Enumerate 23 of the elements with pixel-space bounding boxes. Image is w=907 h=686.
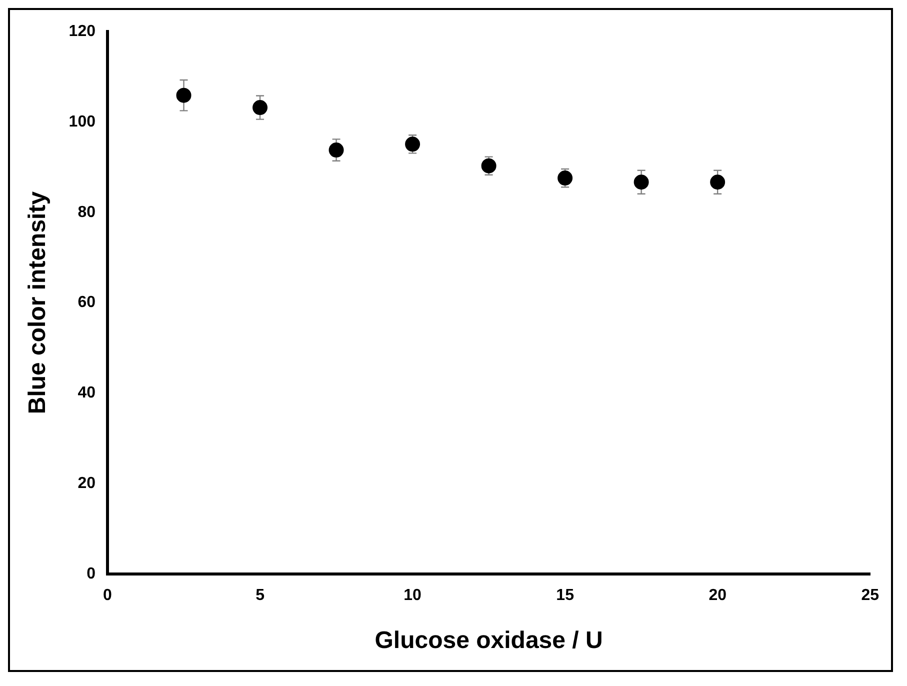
y-tick-label: 20 <box>78 475 96 492</box>
y-tick-label: 60 <box>78 294 96 312</box>
y-tick-label: 100 <box>68 113 96 130</box>
y-tick-label: 120 <box>68 23 96 40</box>
point <box>634 174 649 190</box>
x-tick-label: 10 <box>404 587 422 604</box>
point <box>252 100 268 116</box>
x-tick-label: 15 <box>556 587 574 604</box>
point <box>481 158 496 174</box>
x-tick-label: 5 <box>256 587 265 604</box>
y-tick-label: 40 <box>78 384 96 402</box>
point <box>710 174 726 190</box>
y-tick-label: 0 <box>86 565 96 582</box>
point <box>176 88 192 103</box>
point <box>405 136 420 152</box>
x-tick-label: 25 <box>861 587 880 604</box>
point <box>558 170 573 186</box>
x-tick-label: 20 <box>708 587 727 604</box>
y-tick-label: 80 <box>78 204 96 221</box>
y-axis-title: Blue color intensity <box>24 190 52 414</box>
point <box>328 142 344 158</box>
x-axis-title: Glucose oxidase / U <box>374 627 603 654</box>
x-tick-label: 0 <box>103 587 112 604</box>
